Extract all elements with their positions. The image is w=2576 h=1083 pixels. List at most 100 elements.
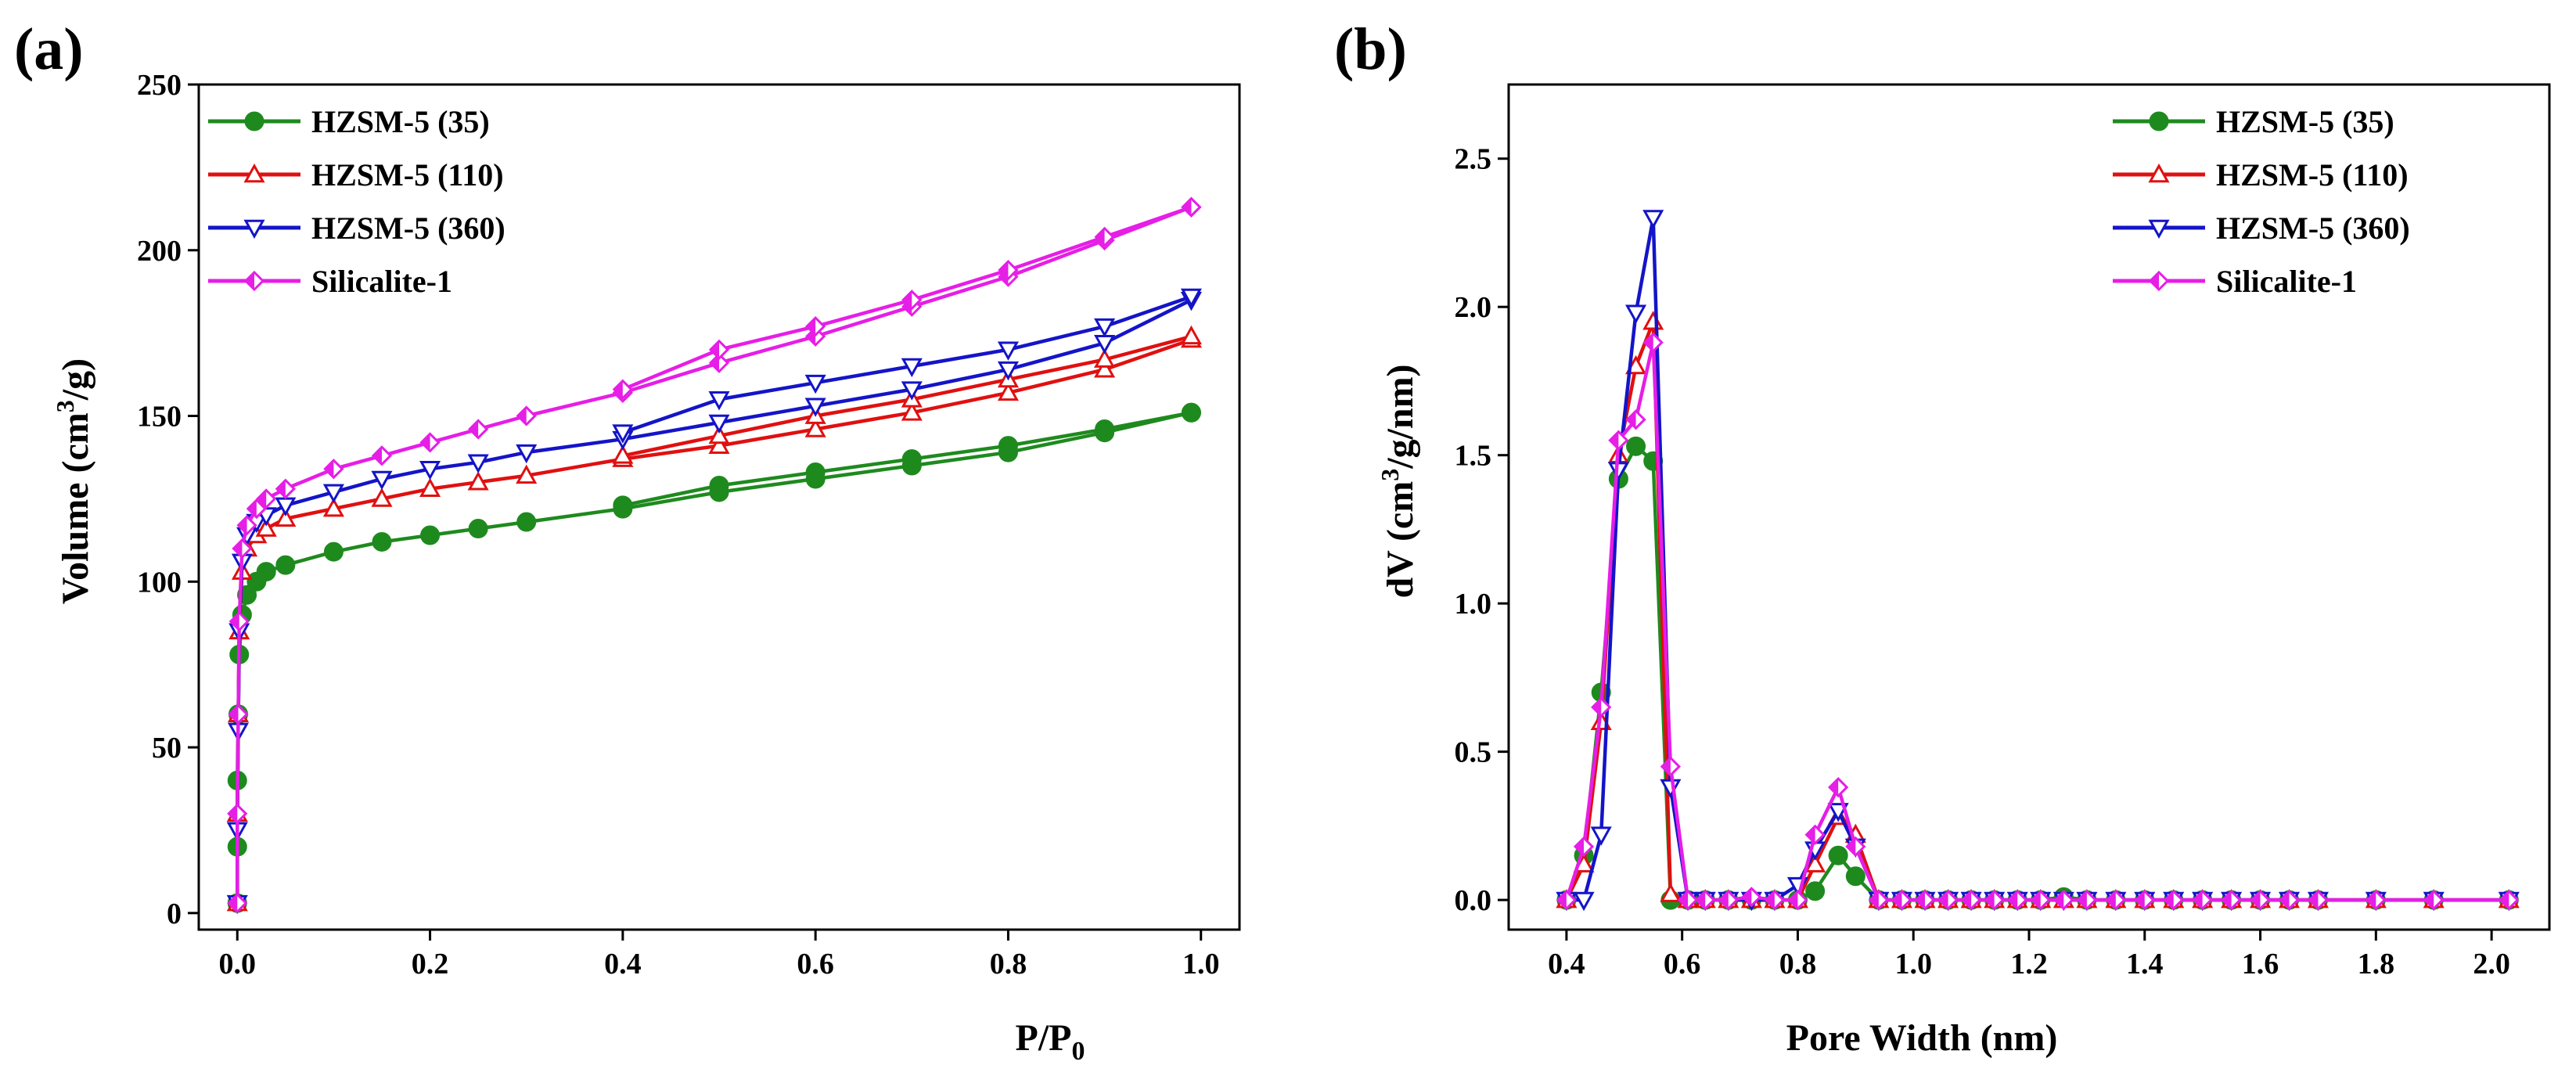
- panel-a-silicalite-1-point-half: [257, 490, 267, 508]
- panel-a-hzsm-5-110-point: [997, 381, 1019, 401]
- panel-a-hzsm-5-35-point: [323, 542, 344, 562]
- panel-b-hzsm-5-35-point: [1626, 436, 1646, 456]
- panel-b-y-tick-label: 2.0: [1455, 291, 1492, 324]
- panel-b-hzsm-5-360-point: [1625, 304, 1647, 324]
- panel-b-y-tick-label: 0.5: [1455, 736, 1492, 769]
- panel-b-silicalite-1-point-half: [2164, 891, 2174, 909]
- panel-a-legend-label-hzsm-5-35: HZSM-5 (35): [311, 104, 490, 139]
- panel-b-silicalite-1-point-half: [2055, 891, 2064, 909]
- panel-b-legend-label-hzsm-5-360: HZSM-5 (360): [2216, 210, 2410, 246]
- panel-a-hzsm-5-110-point: [255, 517, 277, 537]
- panel-a-hzsm-5-35-point: [901, 449, 922, 470]
- panel-a-x-tick-label: 1.0: [1182, 948, 1220, 980]
- panel-a-silicalite-1-point-half: [711, 340, 719, 358]
- panel-a-hzsm-5-35-point: [805, 462, 826, 483]
- panel-b-silicalite-1-point-half: [1696, 891, 1706, 909]
- panel-b-plot: 0.4 0.6 0.8 1.0 1.2 1.4 1.6 1.8 2.0 0.0 0.5 1.0 1.5 2…: [1455, 83, 2551, 980]
- panel-a-x-tick-label: 0.8: [990, 948, 1027, 980]
- panel-a-hzsm-5-360-point: [997, 341, 1019, 361]
- panel-a-x-tick-label: 0.6: [797, 948, 834, 980]
- panel-b-silicalite-1-point-half: [1806, 826, 1815, 844]
- panel-b-silicalite-1-point-half: [2280, 891, 2290, 909]
- panel-a-series-silicalite-1: [227, 196, 1202, 914]
- panel-a-silicalite-1-point-half: [999, 261, 1009, 279]
- panel-b-silicalite-1-point-half: [1575, 837, 1585, 855]
- panel-b-hzsm-5-35-point: [1845, 866, 1865, 887]
- panel-a-hzsm-5-110-point: [901, 401, 923, 421]
- panel-a-hzsm-5-110-point: [516, 464, 538, 484]
- panel-a-silicalite-1-point-half: [229, 705, 239, 723]
- panel-a-hzsm-5-110-point: [275, 507, 297, 527]
- panel-a-legend-marker-hzsm-5-35: [244, 111, 264, 131]
- panel-a-silicalite-1-point-half: [233, 539, 243, 557]
- panel-a-silicalite-1-point-half: [372, 447, 382, 465]
- panel-b-legend-marker-hzsm-5-110: [2148, 163, 2170, 183]
- panel-a-y-axis-title: Volume (cm3/g): [51, 358, 96, 604]
- panel-b-silicalite-1-point-half: [2078, 891, 2087, 909]
- panel-a-x-tick-label: 0.0: [219, 948, 257, 980]
- panel-b-silicalite-1-point-half: [1939, 891, 1948, 909]
- panel-b-silicalite-1-point-half: [2222, 891, 2232, 909]
- panel-b-hzsm-5-360-point: [1642, 210, 1664, 229]
- panel-b-letter: (b): [1334, 16, 1407, 82]
- panel-b-x-tick-label: 0.6: [1664, 948, 1701, 980]
- panel-b-silicalite-1-point-half: [2106, 891, 2116, 909]
- panel-b-silicalite-1-point-half: [1557, 891, 1567, 909]
- panel-a-plot: 0.0 0.2 0.4 0.6 0.8 1.0 0 50 100 150 200 250 HZSM-5 …: [137, 69, 1241, 980]
- panel-b-silicalite-1-point-half: [1592, 698, 1602, 716]
- panel-a-legend-label-hzsm-5-110: HZSM-5 (110): [311, 157, 504, 192]
- panel-a-hzsm-5-35-point: [998, 436, 1018, 456]
- panel-a-hzsm-5-110-point: [612, 444, 634, 464]
- panel-b-x-axis-title: Pore Width (nm): [1786, 1017, 2058, 1059]
- panel-b-y-tick-label: 1.5: [1455, 440, 1492, 473]
- panel-b-series-group: [1556, 210, 2520, 912]
- panel-a-silicalite-1-point-half: [238, 516, 247, 534]
- panel-a-hzsm-5-110-point: [467, 471, 489, 491]
- panel-a-hzsm-5-110-point: [708, 434, 730, 454]
- panel-a-legend-marker-hzsm-5-110: [243, 163, 265, 183]
- panel-b-silicalite-1-point-half: [1847, 837, 1856, 855]
- panel-b-silicalite-1-point-half: [1893, 891, 1902, 909]
- panel-a-silicalite-1-point-half: [325, 460, 334, 478]
- panel-b-x-tick-label: 1.2: [2010, 948, 2048, 980]
- panel-a-silicalite-1-point-half: [613, 380, 623, 398]
- panel-b-silicalite-1-point-half: [1743, 888, 1752, 906]
- panel-b-silicalite-1-point-half: [2135, 891, 2145, 909]
- panel-b-hzsm-5-35-point: [1805, 881, 1826, 901]
- panel-b-silicalite-1-point-half: [1963, 891, 1972, 909]
- panel-b-hzsm-5-35-point: [1828, 845, 1848, 865]
- panel-b-silicalite-1-point-half: [2309, 891, 2319, 909]
- panel-b-legend: HZSM-5 (35) HZSM-5 (110) HZSM-5 (360) Silic…: [2113, 104, 2410, 299]
- panel-a-hzsm-5-110-point: [804, 418, 826, 437]
- panel-a-hzsm-5-35-point: [372, 531, 392, 552]
- panel-a-y-tick-label: 0: [167, 898, 182, 930]
- panel-b-x-tick-label: 0.8: [1779, 948, 1817, 980]
- panel-b-x-tick-label: 1.4: [2126, 948, 2164, 980]
- panel-b-silicalite-1-point-half: [1679, 891, 1689, 909]
- panel-a-x-axis-title: P/P0: [1016, 1017, 1085, 1066]
- panel-b-x-tick-label: 1.6: [2242, 948, 2279, 980]
- panel-b-x-tick-label: 0.4: [1548, 948, 1585, 980]
- panel-b-silicalite-1-point-half: [2425, 891, 2434, 909]
- panel-a-hzsm-5-110-point: [708, 424, 730, 444]
- panel-a-legend-marker-silicalite-1-half: [246, 272, 254, 290]
- panel-b-hzsm-5-110-point: [1804, 853, 1826, 873]
- panel-a-silicalite-1-point-half: [903, 291, 912, 309]
- panel-a-series-hzsm-5-360: [226, 288, 1202, 915]
- panel-b-legend-marker-silicalite-1-half: [2150, 272, 2159, 290]
- panel-a-legend: HZSM-5 (35) HZSM-5 (110) HZSM-5 (360) Silic…: [208, 104, 505, 299]
- panel-b-silicalite-1-point-half: [1789, 891, 1798, 909]
- panel-a-hzsm-5-360-point: [1180, 288, 1202, 308]
- panel-b-y-tick-label: 0.0: [1455, 884, 1492, 917]
- panel-b-x-tick-label: 1.8: [2358, 948, 2395, 980]
- panel-a-silicalite-1-point-half: [228, 804, 238, 822]
- panel-a-silicalite-1-point-half: [517, 407, 527, 425]
- panel-b-silicalite-1-point-half: [1869, 891, 1879, 909]
- panel-b-silicalite-1-point-half: [2500, 891, 2509, 909]
- panel-a-hzsm-5-360-point: [467, 454, 489, 473]
- panel-a-hzsm-5-35-point: [256, 562, 276, 582]
- panel-b-legend-label-silicalite-1: Silicalite-1: [2216, 264, 2357, 299]
- panel-a-hzsm-5-110-point: [371, 488, 393, 507]
- panel-a-hzsm-5-360-point: [804, 374, 826, 394]
